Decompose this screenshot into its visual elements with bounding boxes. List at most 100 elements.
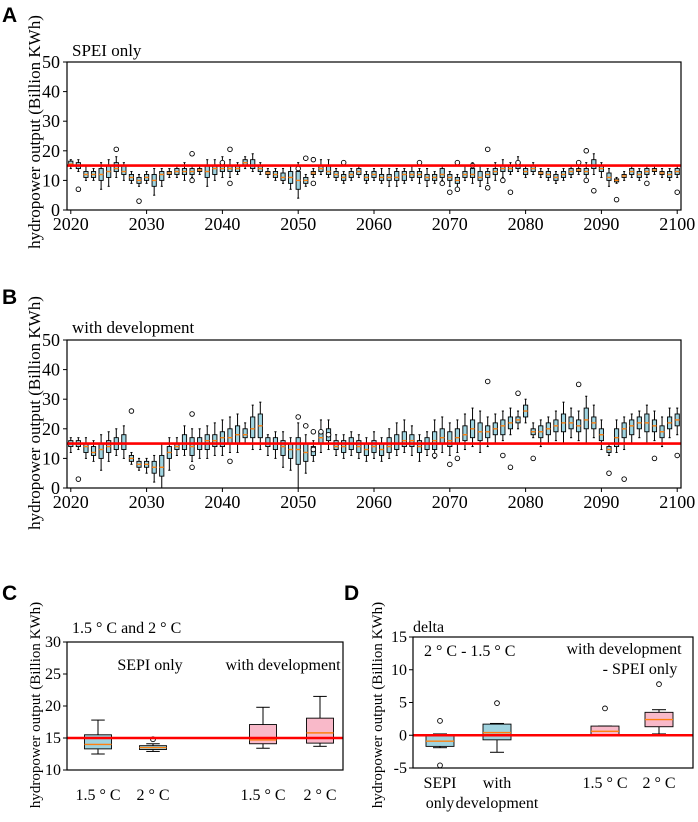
panel-b-outlier-2041-4 bbox=[227, 458, 233, 465]
panel-c: C hydropower output (Billion KWh) 1.5 ° … bbox=[2, 582, 344, 808]
panel-b-box-2032-iqr-box bbox=[159, 454, 165, 477]
panel-a-box-2032-iqr-box bbox=[159, 171, 165, 181]
panel-a-outlier-2077-21 bbox=[500, 177, 506, 184]
panel-a-x-tick-label-2100: 2100 bbox=[659, 214, 695, 234]
panel-a-y-tick-label-10: 10 bbox=[42, 170, 60, 190]
panel-a-outlier-2036-4 bbox=[189, 151, 195, 157]
panel-a-box-2073-iqr-box bbox=[469, 168, 476, 178]
panel-b-outlier-2054-10 bbox=[325, 431, 332, 438]
panel-a-x-tick-label-2030: 2030 bbox=[129, 214, 165, 234]
panel-b: B hydropower output (Billion KWh) with d… bbox=[2, 286, 695, 530]
panel-a-outlier-2051-9 bbox=[303, 155, 309, 161]
panel-b-outlier-2097-22 bbox=[651, 455, 658, 462]
panel-b-outlier-2087-19 bbox=[575, 381, 582, 388]
panel-b-box-2038-iqr-box bbox=[204, 434, 210, 450]
panel-b-box-2050-iqr-box bbox=[295, 437, 301, 465]
panel-b-box-2041-iqr-box bbox=[227, 428, 233, 445]
panel-d: D hydropower output (Billion KWh) delta … bbox=[344, 582, 694, 812]
panel-a-box-2063-iqr-box bbox=[394, 171, 400, 181]
panel-a-outlier-2026-1 bbox=[113, 146, 120, 153]
panel-b-box-2077-iqr-box bbox=[500, 419, 506, 436]
panel-d-axes-frame bbox=[412, 636, 694, 769]
panel-b-box-2055-iqr-box bbox=[333, 440, 339, 450]
panel-c-group-label-development: with development bbox=[225, 657, 341, 674]
panel-b-box-2049-iqr-box bbox=[288, 443, 294, 459]
panel-c-axes-frame bbox=[66, 641, 344, 771]
panel-b-outlier-2052-8 bbox=[310, 429, 317, 435]
panel-c-box-2-iqr-box bbox=[249, 724, 277, 745]
panel-b-y-tick-label-0: 0 bbox=[51, 478, 60, 498]
panel-c-category-label-3: 2 ° C bbox=[303, 787, 336, 804]
panel-a-outlier-2079-23 bbox=[515, 159, 521, 166]
panel-d-box-3-outlier-0 bbox=[656, 681, 662, 688]
panel-b-outlier-2093-21 bbox=[621, 476, 627, 482]
panel-a-outlier-2040-5 bbox=[219, 159, 226, 166]
panel-c-y-tick-label-30: 30 bbox=[45, 634, 61, 651]
panel-b-outlier-2052-7 bbox=[310, 446, 317, 453]
panel-b-box-2072-iqr-box bbox=[462, 425, 468, 442]
panel-b-box-2071-iqr-box bbox=[454, 428, 460, 445]
panel-d-y-tick-label-0: 0 bbox=[399, 727, 407, 744]
panel-b-outlier-2079-17 bbox=[515, 390, 521, 397]
panel-a-y-tick-label-20: 20 bbox=[42, 141, 60, 161]
panel-b-box-2048-iqr-box bbox=[280, 440, 286, 456]
panel-b-x-tick-label-2060: 2060 bbox=[356, 492, 392, 512]
panel-a-box-2054-iqr-box bbox=[325, 165, 332, 175]
panel-b-outlier-2071-13 bbox=[454, 455, 461, 462]
panel-a-box-2026-iqr-box bbox=[113, 162, 119, 172]
panel-b-outlier-2078-16 bbox=[507, 464, 514, 471]
panel-b-y-axis-label: hydropower output (Billion KWh) bbox=[25, 296, 44, 530]
panel-b-outlier-2051-6 bbox=[303, 423, 309, 429]
panel-a-y-tick-label-0: 0 bbox=[51, 200, 60, 220]
panel-a-outlier-2075-19 bbox=[484, 146, 491, 153]
panel-a-outlier-2092-28 bbox=[613, 196, 620, 203]
panel-a-x-tick-label-2080: 2080 bbox=[508, 214, 544, 234]
panel-b-box-2046-iqr-box bbox=[265, 437, 271, 448]
panel-a-box-2027-iqr-box bbox=[121, 165, 127, 175]
panel-a-outlier-2056-12 bbox=[340, 159, 347, 166]
panel-d-box-2-iqr-box bbox=[590, 725, 620, 736]
panel-b-outlier-2075-14 bbox=[484, 378, 491, 385]
panel-a-outlier-2036-3 bbox=[189, 177, 195, 184]
panel-a-outlier-2096-29 bbox=[644, 180, 650, 187]
panel-c-y-tick-label-20: 20 bbox=[45, 698, 61, 715]
panel-a-outlier-2088-26 bbox=[583, 177, 589, 184]
panel-c-y-axis-label: hydropower output (Billion KWh) bbox=[28, 602, 44, 808]
panel-c-box-3-iqr-box bbox=[306, 717, 334, 744]
panel-b-box-2062-iqr-box bbox=[386, 437, 392, 453]
panel-b-y-tick-label-50: 50 bbox=[42, 330, 60, 350]
panel-b-x-tick-label-2100: 2100 bbox=[659, 492, 695, 512]
panel-a-outlier-2066-13 bbox=[416, 159, 423, 166]
panel-b-label: B bbox=[2, 286, 17, 309]
panel-a-outlier-2052-11 bbox=[310, 180, 317, 187]
panel-b-y-tick-label-40: 40 bbox=[42, 360, 60, 380]
panel-a-x-tick-label-2020: 2020 bbox=[53, 214, 89, 234]
panel-a: A hydropower output (Billion KWh) SPEI o… bbox=[2, 4, 695, 249]
panel-d-box-0-outlier-0 bbox=[437, 717, 443, 724]
panel-b-outlier-2053-9 bbox=[318, 429, 324, 435]
panel-b-outlier-2028-1 bbox=[128, 408, 135, 414]
panel-b-box-2040-iqr-box bbox=[219, 431, 225, 448]
panel-b-outlier-2070-12 bbox=[447, 461, 453, 468]
panel-d-annotation-line-2: - SPEI only bbox=[603, 661, 678, 678]
panel-a-box-2064-iqr-box bbox=[401, 171, 407, 181]
panel-a-outlier-2041-6 bbox=[227, 180, 233, 187]
panel-d-category-label-1: with development bbox=[456, 775, 539, 812]
panel-b-box-2035-iqr-box bbox=[181, 434, 188, 450]
panel-a-outlier-2041-7 bbox=[227, 146, 233, 153]
panel-c-group-label-sepi: SEPI only bbox=[117, 657, 182, 674]
panel-b-box-2093-iqr-box bbox=[621, 422, 627, 439]
panel-a-box-2048-iqr-box bbox=[280, 172, 286, 181]
panel-a-x-tick-label-2070: 2070 bbox=[432, 214, 468, 234]
panel-b-box-2023-iqr-box bbox=[90, 446, 97, 456]
panel-a-box-2074-iqr-box bbox=[477, 171, 483, 181]
panel-a-outlier-2089-27 bbox=[591, 188, 597, 194]
panel-b-box-2069-iqr-box bbox=[439, 428, 445, 445]
panel-a-box-2091-iqr-box bbox=[606, 172, 612, 181]
panel-a-outlier-2070-15 bbox=[447, 189, 453, 195]
panel-b-box-2044-iqr-box bbox=[250, 416, 256, 439]
panel-b-x-tick-label-2030: 2030 bbox=[129, 492, 165, 512]
